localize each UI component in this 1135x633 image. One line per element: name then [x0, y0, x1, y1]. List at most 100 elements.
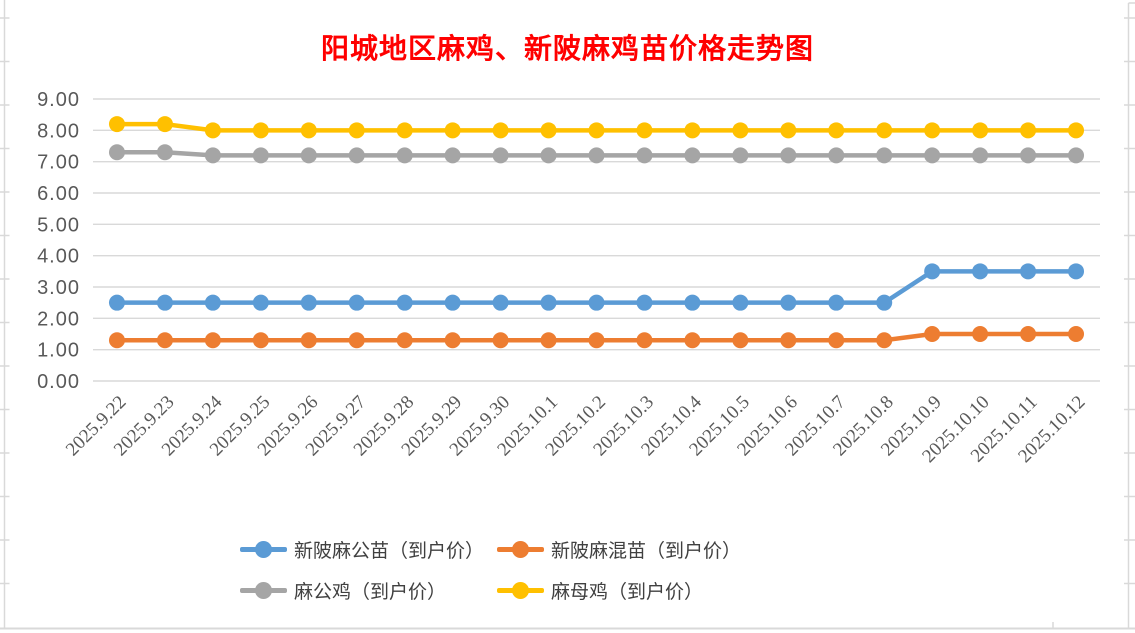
data-point[interactable]	[252, 332, 269, 349]
data-point[interactable]	[204, 147, 221, 164]
series-1-line[interactable]	[108, 326, 1085, 349]
data-point[interactable]	[828, 122, 845, 139]
data-point[interactable]	[348, 294, 365, 311]
data-point[interactable]	[588, 294, 605, 311]
data-point[interactable]	[1020, 147, 1037, 164]
legend-label: 新陂麻公苗（到户价）	[294, 540, 485, 562]
legend-item-series-3[interactable]: 麻母鸡（到户价）	[497, 577, 703, 603]
series-3-line[interactable]	[108, 116, 1085, 139]
data-point[interactable]	[588, 332, 605, 349]
data-point[interactable]	[156, 116, 173, 133]
data-point[interactable]	[252, 147, 269, 164]
data-point[interactable]	[780, 332, 797, 349]
data-point[interactable]	[684, 294, 701, 311]
data-point[interactable]	[156, 294, 173, 311]
data-point[interactable]	[684, 332, 701, 349]
data-point[interactable]	[780, 122, 797, 139]
data-point[interactable]	[972, 122, 989, 139]
data-point[interactable]	[300, 332, 317, 349]
data-point[interactable]	[684, 147, 701, 164]
data-point[interactable]	[396, 294, 413, 311]
data-point[interactable]	[732, 122, 749, 139]
data-point[interactable]	[156, 144, 173, 161]
data-point[interactable]	[636, 332, 653, 349]
data-point[interactable]	[396, 122, 413, 139]
data-point[interactable]	[1020, 122, 1037, 139]
data-point[interactable]	[684, 122, 701, 139]
data-point[interactable]	[540, 122, 557, 139]
data-point[interactable]	[588, 147, 605, 164]
data-point[interactable]	[108, 144, 125, 161]
data-point[interactable]	[732, 147, 749, 164]
data-point[interactable]	[444, 147, 461, 164]
data-point[interactable]	[1068, 147, 1085, 164]
data-point[interactable]	[300, 122, 317, 139]
data-point[interactable]	[204, 332, 221, 349]
data-point[interactable]	[828, 332, 845, 349]
data-point[interactable]	[876, 147, 893, 164]
data-point[interactable]	[108, 294, 125, 311]
data-point[interactable]	[348, 122, 365, 139]
data-point[interactable]	[300, 147, 317, 164]
data-point[interactable]	[1068, 122, 1085, 139]
data-point[interactable]	[252, 294, 269, 311]
data-point[interactable]	[108, 116, 125, 133]
data-point[interactable]	[108, 332, 125, 349]
y-tick-label: 6.00	[37, 183, 80, 205]
series-2-line[interactable]	[108, 144, 1085, 164]
data-point[interactable]	[540, 294, 557, 311]
data-point[interactable]	[1020, 263, 1037, 280]
data-point[interactable]	[732, 332, 749, 349]
legend-item-series-1[interactable]: 新陂麻混苗（到户价）	[497, 536, 741, 562]
data-point[interactable]	[876, 332, 893, 349]
data-point[interactable]	[636, 122, 653, 139]
data-point[interactable]	[252, 122, 269, 139]
data-point[interactable]	[828, 294, 845, 311]
data-point[interactable]	[924, 326, 941, 342]
data-point[interactable]	[732, 294, 749, 311]
legend-label: 新陂麻混苗（到户价）	[551, 540, 742, 562]
data-point[interactable]	[444, 294, 461, 311]
legend-key-icon	[240, 540, 287, 558]
data-point[interactable]	[876, 122, 893, 139]
data-point[interactable]	[972, 263, 989, 280]
legend-item-series-0[interactable]: 新陂麻公苗（到户价）	[240, 536, 484, 562]
data-point[interactable]	[492, 147, 509, 164]
data-point[interactable]	[204, 122, 221, 139]
data-point[interactable]	[1020, 326, 1037, 342]
data-point[interactable]	[396, 332, 413, 349]
data-point[interactable]	[492, 122, 509, 139]
data-point[interactable]	[1068, 263, 1085, 280]
data-point[interactable]	[300, 294, 317, 311]
data-point[interactable]	[444, 122, 461, 139]
data-point[interactable]	[636, 294, 653, 311]
data-point[interactable]	[348, 332, 365, 349]
data-point[interactable]	[444, 332, 461, 349]
y-tick-label: 4.00	[37, 246, 80, 268]
data-point[interactable]	[396, 147, 413, 164]
data-point[interactable]	[540, 332, 557, 349]
data-point[interactable]	[780, 147, 797, 164]
data-point[interactable]	[588, 122, 605, 139]
data-point[interactable]	[780, 294, 797, 311]
data-point[interactable]	[492, 332, 509, 349]
data-point[interactable]	[876, 294, 893, 311]
series-0-line[interactable]	[108, 263, 1085, 311]
legend-key-icon	[240, 581, 287, 599]
data-point[interactable]	[924, 147, 941, 164]
data-point[interactable]	[1068, 326, 1085, 342]
data-point[interactable]	[636, 147, 653, 164]
data-point[interactable]	[924, 263, 941, 280]
data-point[interactable]	[924, 122, 941, 139]
data-point[interactable]	[972, 326, 989, 342]
y-tick-label: 7.00	[37, 152, 80, 174]
data-point[interactable]	[540, 147, 557, 164]
data-point[interactable]	[828, 147, 845, 164]
data-point[interactable]	[156, 332, 173, 349]
data-point[interactable]	[204, 294, 221, 311]
data-point[interactable]	[348, 147, 365, 164]
legend-item-series-2[interactable]: 麻公鸡（到户价）	[240, 577, 446, 603]
data-point[interactable]	[972, 147, 989, 164]
data-point[interactable]	[492, 294, 509, 311]
